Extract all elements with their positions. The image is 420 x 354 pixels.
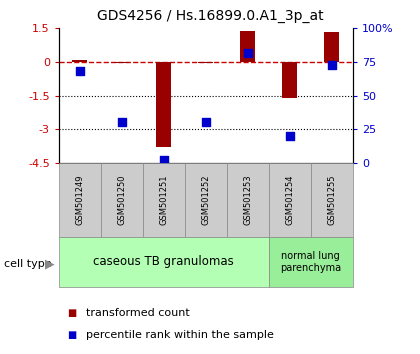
Text: transformed count: transformed count xyxy=(86,308,190,318)
Bar xyxy=(199,62,213,63)
Point xyxy=(160,157,167,163)
Text: normal lung
parenchyma: normal lung parenchyma xyxy=(280,251,341,273)
Text: GDS4256 / Hs.16899.0.A1_3p_at: GDS4256 / Hs.16899.0.A1_3p_at xyxy=(97,9,323,23)
Bar xyxy=(59,163,101,237)
Bar xyxy=(311,163,353,237)
Point xyxy=(244,50,251,55)
Bar xyxy=(241,30,255,62)
Bar xyxy=(143,163,185,237)
Text: GSM501255: GSM501255 xyxy=(327,175,336,225)
Bar xyxy=(283,62,297,98)
Bar xyxy=(73,60,87,62)
Text: caseous TB granulomas: caseous TB granulomas xyxy=(93,256,234,268)
Text: GSM501251: GSM501251 xyxy=(159,175,168,225)
Bar xyxy=(59,237,269,287)
Bar xyxy=(269,237,353,287)
Bar xyxy=(325,32,339,62)
Bar xyxy=(185,163,227,237)
Bar xyxy=(156,62,171,147)
Point xyxy=(76,69,83,74)
Text: GSM501252: GSM501252 xyxy=(201,175,210,225)
Text: ▶: ▶ xyxy=(45,257,54,270)
Point xyxy=(286,133,293,139)
Text: percentile rank within the sample: percentile rank within the sample xyxy=(86,330,274,339)
Text: GSM501253: GSM501253 xyxy=(243,175,252,225)
Point xyxy=(202,120,209,125)
Point xyxy=(328,62,335,68)
Point xyxy=(118,120,125,125)
Text: GSM501249: GSM501249 xyxy=(75,175,84,225)
Bar xyxy=(101,163,143,237)
Text: cell type: cell type xyxy=(4,259,52,269)
Text: ■: ■ xyxy=(67,330,76,339)
Text: ■: ■ xyxy=(67,308,76,318)
Bar xyxy=(269,163,311,237)
Bar xyxy=(115,62,129,63)
Text: GSM501254: GSM501254 xyxy=(285,175,294,225)
Text: GSM501250: GSM501250 xyxy=(117,175,126,225)
Bar xyxy=(227,163,269,237)
